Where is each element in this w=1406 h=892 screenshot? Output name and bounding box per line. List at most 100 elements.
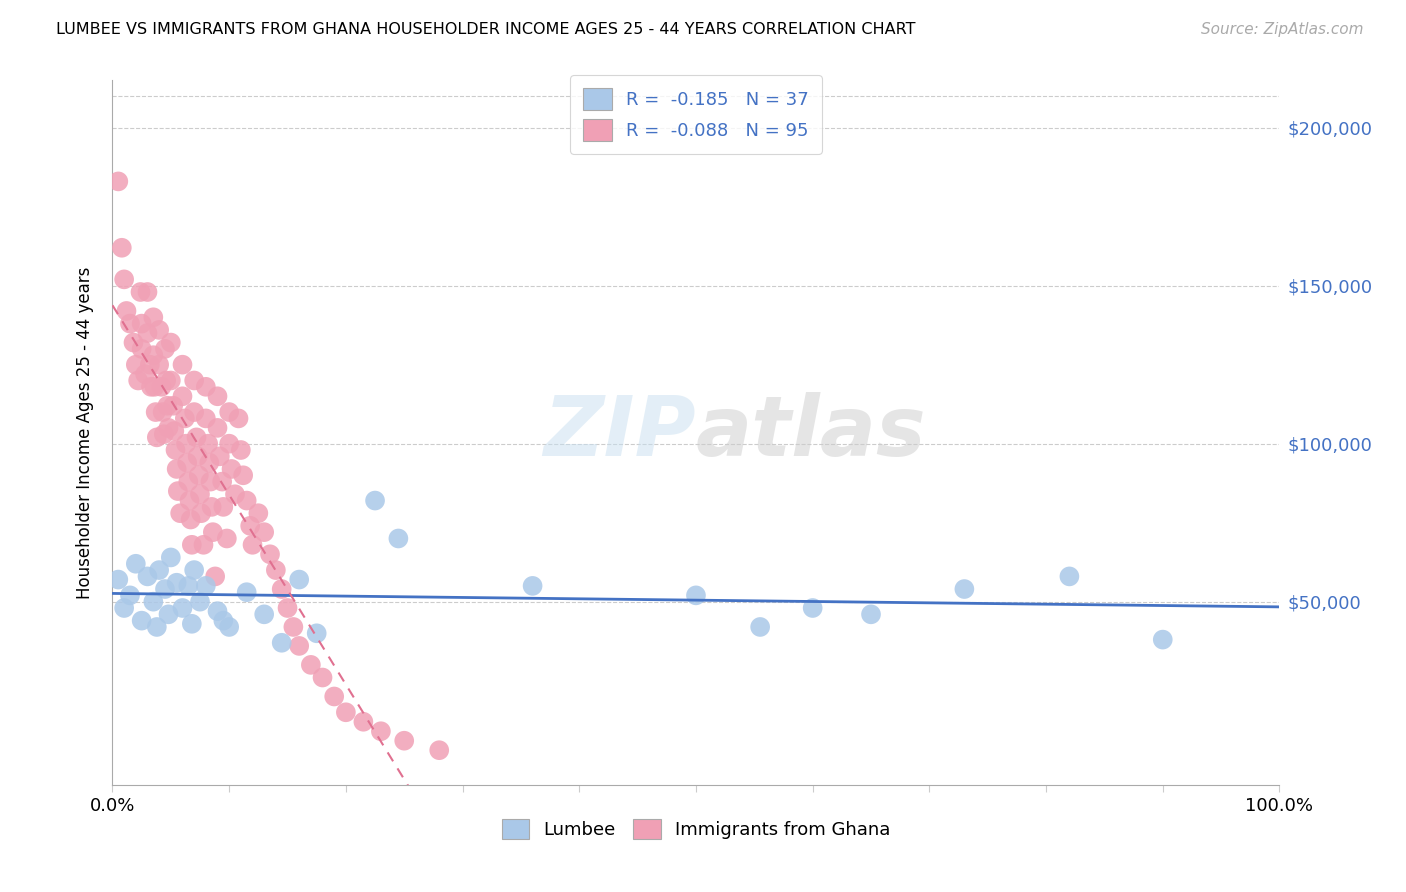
Point	[142, 310, 165, 325]
Text: LUMBEE VS IMMIGRANTS FROM GHANA HOUSEHOLDER INCOME AGES 25 - 44 YEARS CORRELATIO: LUMBEE VS IMMIGRANTS FROM GHANA HOUSEHOL…	[56, 22, 915, 37]
Y-axis label: Householder Income Ages 25 - 44 years: Householder Income Ages 25 - 44 years	[76, 267, 94, 599]
Point	[150, 380, 173, 394]
Point	[685, 588, 707, 602]
Point	[208, 450, 231, 464]
Text: Source: ZipAtlas.com: Source: ZipAtlas.com	[1201, 22, 1364, 37]
Point	[387, 532, 409, 546]
Point	[177, 475, 200, 489]
Point	[218, 436, 240, 450]
Point	[111, 241, 134, 255]
Point	[186, 430, 208, 444]
Point	[198, 456, 221, 470]
Point	[112, 601, 135, 615]
Point	[152, 405, 174, 419]
Point	[276, 601, 298, 615]
Point	[169, 506, 191, 520]
Point	[239, 519, 262, 533]
Point	[160, 550, 183, 565]
Point	[204, 569, 226, 583]
Point	[235, 493, 257, 508]
Point	[180, 512, 202, 526]
Point	[212, 614, 235, 628]
Point	[311, 671, 333, 685]
Point	[194, 579, 217, 593]
Legend: Lumbee, Immigrants from Ghana: Lumbee, Immigrants from Ghana	[495, 812, 897, 847]
Point	[207, 389, 229, 403]
Point	[299, 657, 322, 672]
Point	[288, 573, 311, 587]
Point	[264, 563, 287, 577]
Point	[145, 405, 167, 419]
Point	[118, 317, 141, 331]
Point	[136, 285, 159, 299]
Point	[183, 405, 205, 419]
Point	[153, 342, 176, 356]
Point	[131, 317, 153, 331]
Point	[142, 595, 165, 609]
Point	[200, 475, 222, 489]
Point	[107, 174, 129, 188]
Point	[129, 285, 152, 299]
Point	[166, 462, 188, 476]
Point	[224, 487, 246, 501]
Point	[180, 616, 202, 631]
Point	[172, 389, 194, 403]
Point	[148, 358, 170, 372]
Point	[146, 430, 169, 444]
Point	[283, 620, 305, 634]
Text: atlas: atlas	[696, 392, 927, 473]
Point	[253, 607, 276, 622]
Point	[139, 380, 162, 394]
Point	[188, 487, 211, 501]
Point	[193, 538, 215, 552]
Point	[176, 456, 198, 470]
Point	[1152, 632, 1174, 647]
Point	[188, 595, 211, 609]
Point	[953, 582, 976, 596]
Point	[118, 588, 141, 602]
Point	[143, 380, 166, 394]
Point	[173, 411, 195, 425]
Point	[172, 601, 194, 615]
Point	[125, 557, 148, 571]
Point	[221, 462, 243, 476]
Point	[148, 563, 170, 577]
Point	[131, 342, 153, 356]
Point	[160, 374, 183, 388]
Point	[153, 427, 176, 442]
Point	[165, 442, 187, 457]
Point	[166, 484, 188, 499]
Point	[270, 636, 292, 650]
Point	[183, 563, 205, 577]
Point	[139, 358, 162, 372]
Point	[125, 358, 148, 372]
Point	[172, 358, 194, 372]
Point	[122, 335, 145, 350]
Point	[860, 607, 883, 622]
Point	[194, 411, 217, 425]
Point	[305, 626, 328, 640]
Point	[190, 506, 212, 520]
Point	[288, 639, 311, 653]
Point	[335, 706, 357, 720]
Point	[112, 272, 135, 286]
Point	[427, 743, 450, 757]
Point	[153, 582, 176, 596]
Point	[364, 493, 387, 508]
Point	[136, 326, 159, 340]
Point	[155, 374, 177, 388]
Point	[194, 380, 217, 394]
Point	[187, 450, 209, 464]
Point	[749, 620, 772, 634]
Point	[801, 601, 824, 615]
Point	[323, 690, 346, 704]
Point	[157, 607, 180, 622]
Point	[174, 436, 197, 450]
Point	[207, 604, 229, 618]
Point	[211, 475, 233, 489]
Point	[352, 714, 374, 729]
Point	[197, 436, 219, 450]
Point	[218, 405, 240, 419]
Point	[183, 374, 205, 388]
Point	[162, 399, 184, 413]
